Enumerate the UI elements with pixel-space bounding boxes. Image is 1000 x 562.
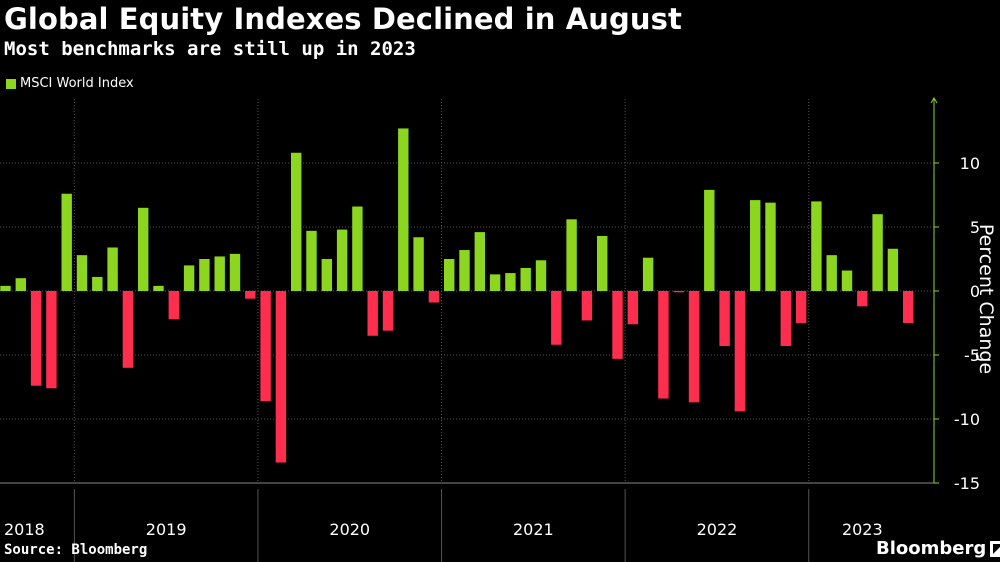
bar bbox=[795, 291, 807, 323]
bar bbox=[444, 259, 455, 291]
bar bbox=[15, 278, 26, 291]
bar bbox=[352, 206, 363, 291]
bar bbox=[214, 256, 225, 291]
bar bbox=[76, 255, 88, 291]
bar bbox=[245, 291, 256, 299]
y-tick-label: -5 bbox=[964, 346, 980, 365]
bar bbox=[704, 189, 715, 291]
bar bbox=[612, 291, 623, 359]
bar bbox=[474, 232, 485, 291]
x-year-label: 2019 bbox=[146, 520, 187, 539]
bar bbox=[413, 237, 424, 291]
bloomberg-mark-icon bbox=[990, 540, 1000, 557]
x-year-label: 2022 bbox=[697, 520, 738, 539]
bar bbox=[382, 291, 394, 331]
x-year-label: 2021 bbox=[513, 520, 554, 539]
y-tick-label: -10 bbox=[954, 410, 980, 429]
legend: MSCI World Index bbox=[6, 76, 134, 91]
y-tick-label: 5 bbox=[970, 218, 980, 237]
bar bbox=[505, 273, 516, 291]
bar bbox=[597, 235, 608, 291]
bar bbox=[229, 253, 241, 291]
bar bbox=[642, 257, 654, 291]
legend-label: MSCI World Index bbox=[20, 76, 134, 91]
bar bbox=[107, 247, 118, 291]
bar bbox=[826, 255, 837, 291]
bar bbox=[673, 291, 684, 293]
bar bbox=[122, 291, 134, 368]
bar bbox=[183, 265, 195, 291]
bar bbox=[336, 229, 348, 291]
bar bbox=[367, 291, 378, 336]
y-axis-label: Percent Change bbox=[975, 224, 997, 374]
bar bbox=[535, 260, 547, 291]
chart-title: Global Equity Indexes Declined in August bbox=[4, 2, 682, 36]
bar bbox=[275, 291, 287, 463]
bar bbox=[398, 128, 409, 291]
bar bbox=[260, 291, 271, 402]
bar bbox=[841, 270, 853, 291]
bar bbox=[903, 291, 914, 323]
x-year-label: 2023 bbox=[842, 520, 883, 539]
bar bbox=[291, 152, 302, 291]
bar bbox=[0, 285, 11, 291]
bar bbox=[765, 202, 776, 291]
bar bbox=[92, 276, 103, 291]
bar bbox=[581, 291, 593, 321]
source-note: Source: Bloomberg bbox=[4, 542, 148, 558]
bar bbox=[153, 285, 164, 291]
brand-name: Bloomberg bbox=[876, 538, 987, 559]
bar bbox=[750, 200, 761, 291]
bar bbox=[61, 193, 72, 291]
bar bbox=[321, 259, 332, 291]
bar bbox=[887, 248, 899, 291]
bar bbox=[566, 219, 577, 291]
brand-logo: Bloomberg bbox=[876, 538, 1000, 559]
bar bbox=[857, 291, 868, 307]
bar bbox=[688, 291, 700, 403]
x-year-label: 2018 bbox=[4, 520, 45, 539]
bar bbox=[138, 207, 149, 291]
y-tick-label: 10 bbox=[960, 154, 980, 173]
y-tick-label: 0 bbox=[970, 282, 980, 301]
bar bbox=[459, 250, 470, 291]
bar bbox=[520, 267, 531, 291]
bar bbox=[46, 291, 57, 389]
bar bbox=[168, 291, 179, 320]
bar bbox=[719, 291, 730, 347]
x-year-label: 2020 bbox=[329, 520, 370, 539]
bar bbox=[734, 291, 746, 412]
bar bbox=[627, 291, 638, 325]
chart-subtitle: Most benchmarks are still up in 2023 bbox=[4, 38, 416, 60]
y-axis-arrow bbox=[930, 97, 938, 104]
bar bbox=[489, 274, 501, 291]
y-tick-label: -15 bbox=[954, 474, 980, 493]
bar bbox=[872, 214, 883, 291]
bar bbox=[199, 259, 210, 291]
bar bbox=[780, 291, 791, 347]
bar bbox=[811, 201, 822, 291]
legend-swatch bbox=[6, 78, 16, 89]
bar bbox=[428, 291, 440, 303]
bar bbox=[306, 230, 317, 291]
bar bbox=[551, 291, 562, 345]
bar bbox=[30, 291, 42, 386]
bar bbox=[658, 291, 669, 399]
